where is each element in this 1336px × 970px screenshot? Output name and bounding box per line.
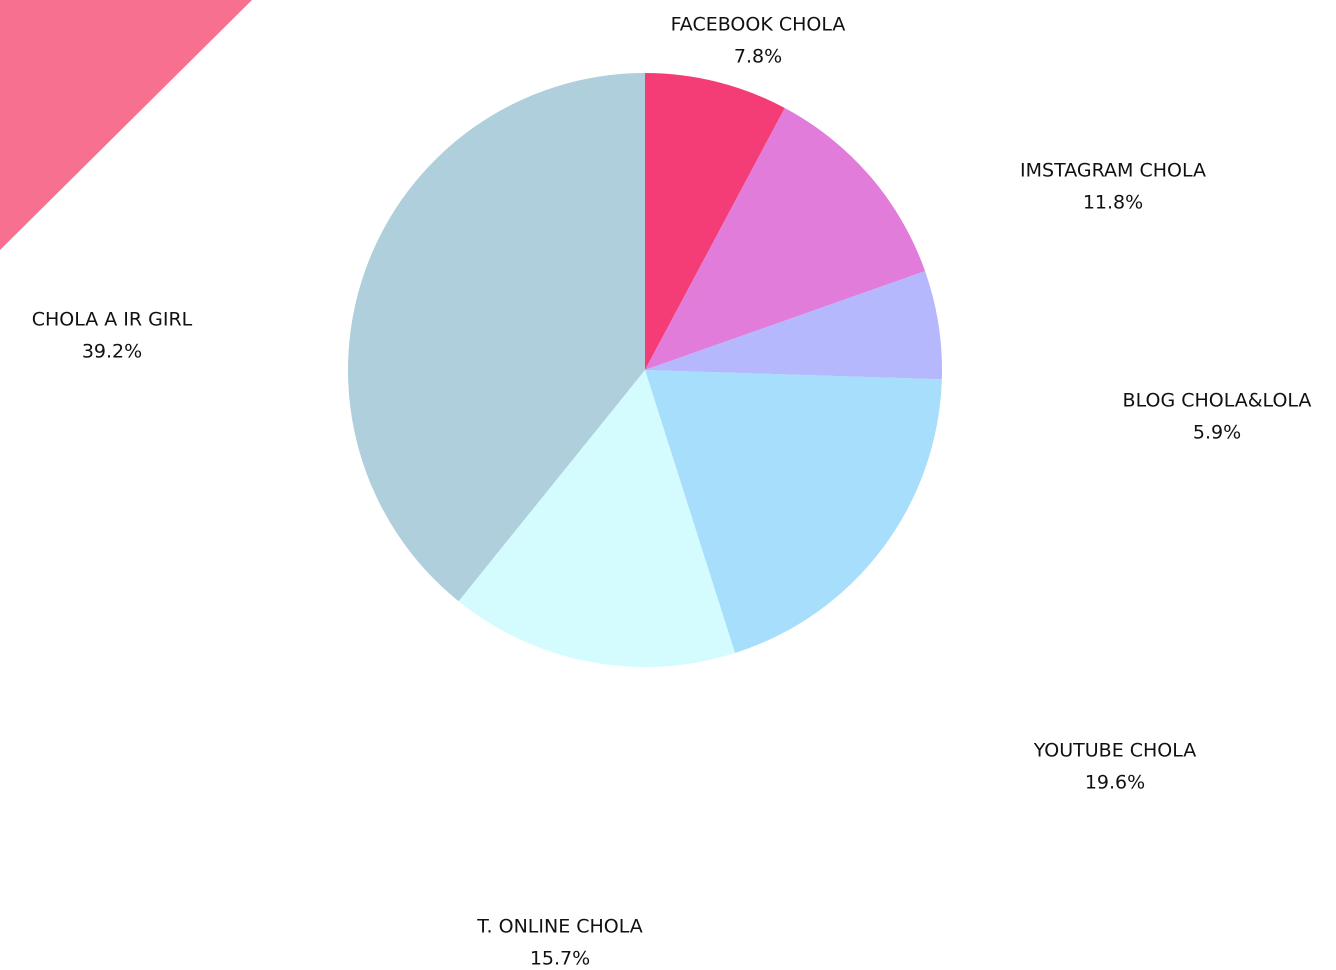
pie-slice <box>645 73 785 370</box>
slice-label: T. ONLINE CHOLA <box>476 916 643 938</box>
slice-label: YOUTUBE CHOLA <box>1033 740 1197 762</box>
slice-value-label: 11.8% <box>1083 192 1143 214</box>
slice-value-label: 7.8% <box>734 46 782 68</box>
pie-slice <box>347 73 645 602</box>
slice-value-label: 5.9% <box>1193 422 1241 444</box>
slice-label: CHOLA A IR GIRL <box>32 309 193 331</box>
slice-value-label: 15.7% <box>530 948 590 970</box>
pie-slice <box>645 271 942 380</box>
slice-value-label: 39.2% <box>82 341 142 363</box>
slice-value-label: 19.6% <box>1085 772 1145 794</box>
slice-label: BLOG CHOLA&LOLA <box>1123 390 1312 412</box>
slice-label: FACEBOOK CHOLA <box>671 14 846 36</box>
pie-slice <box>458 370 736 667</box>
pie-slice <box>645 107 926 370</box>
slice-label: IMSTAGRAM CHOLA <box>1020 160 1206 182</box>
decoration <box>0 0 252 250</box>
pie-slice <box>645 370 942 654</box>
